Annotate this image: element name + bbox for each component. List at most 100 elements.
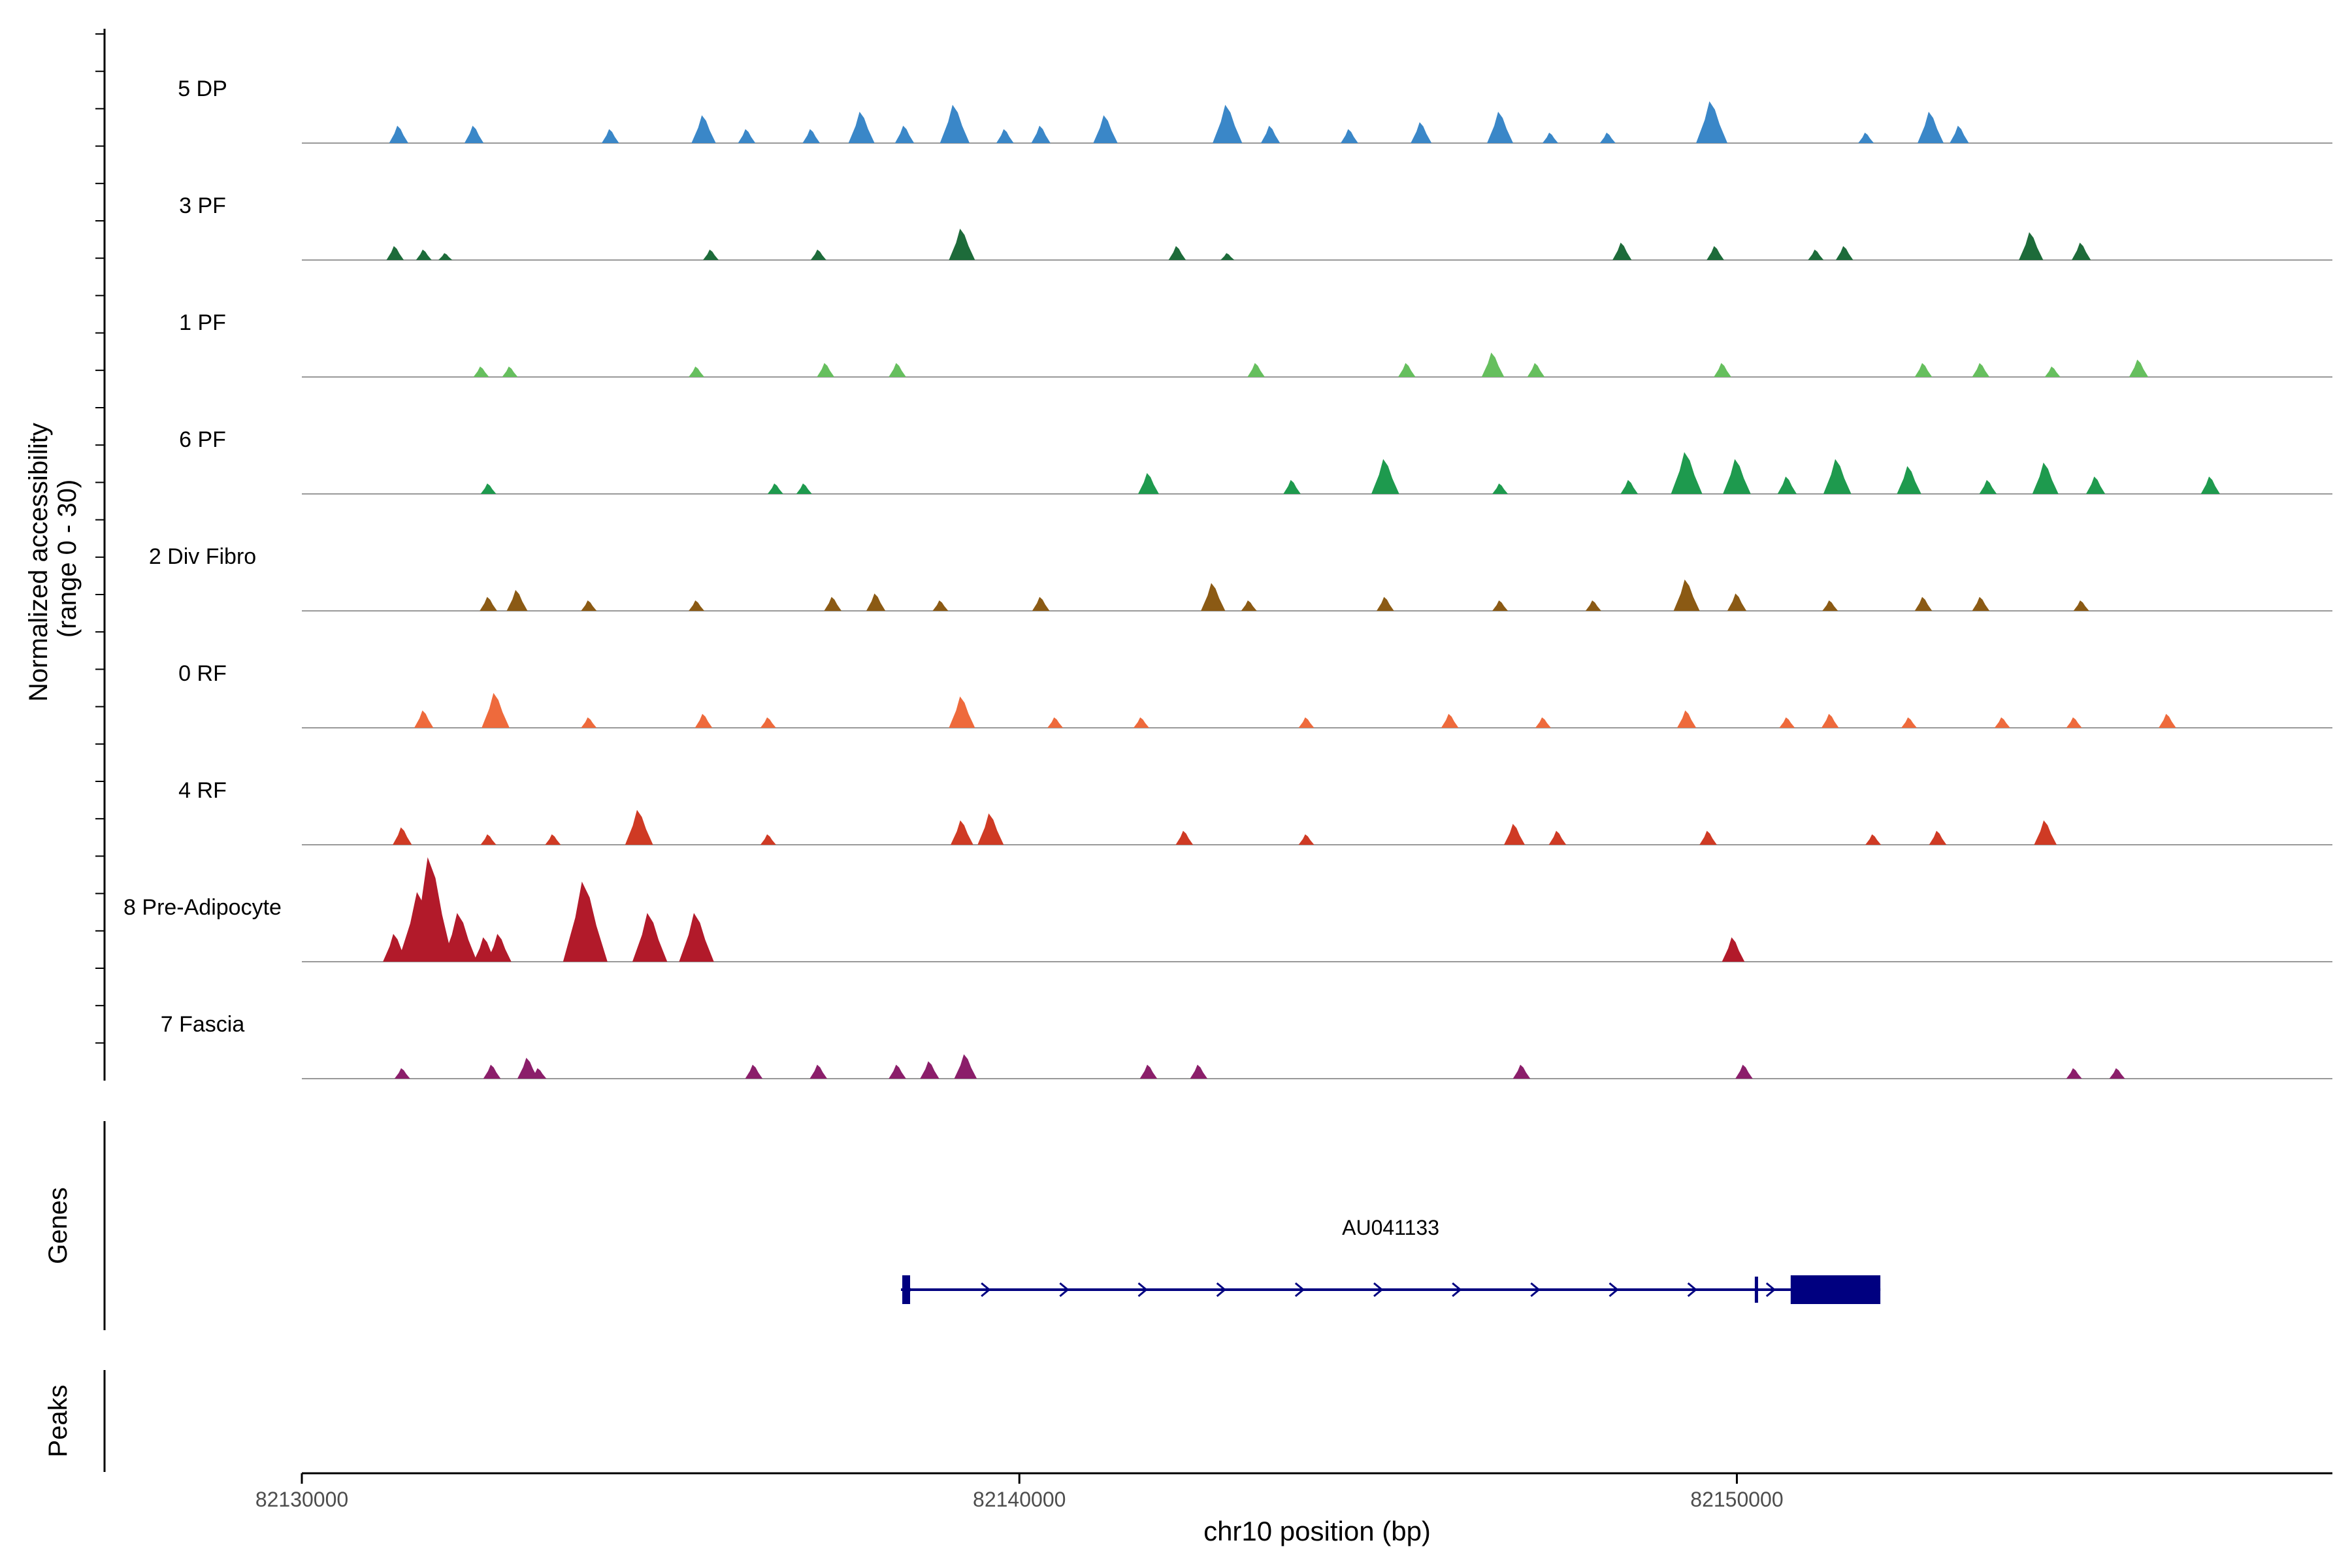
peak <box>809 1064 828 1079</box>
track-label: 7 Fascia <box>161 1012 245 1037</box>
peak <box>1612 242 1632 260</box>
peak <box>1714 363 1731 377</box>
peak <box>1914 363 1933 377</box>
peak <box>1779 717 1795 728</box>
x-axis-title: chr10 position (bp) <box>1203 1516 1431 1546</box>
peak <box>1411 122 1432 143</box>
peak <box>1283 480 1301 494</box>
peak <box>1823 459 1852 494</box>
peak <box>824 596 842 611</box>
peak <box>767 483 783 494</box>
accessibility-tracks: 5 DP 3 PF 1 PF 6 PF 2 Div Fibro 0 RF 4 RF 8 Pre… <box>123 76 2332 1079</box>
track-8: 7 Fascia <box>161 1012 2332 1079</box>
track-label: 4 RF <box>178 778 227 803</box>
peak <box>1371 459 1399 494</box>
peak <box>2129 359 2149 377</box>
peak <box>689 367 705 377</box>
peak <box>1220 253 1235 260</box>
peak <box>408 857 453 962</box>
peak <box>1298 834 1315 845</box>
peak <box>954 1054 977 1079</box>
peak <box>1241 600 1257 611</box>
y-axis-ticks <box>95 33 105 1044</box>
peak <box>1175 830 1194 845</box>
track-label: 6 PF <box>179 427 226 452</box>
peak <box>1548 830 1567 845</box>
peak <box>889 363 906 377</box>
peak <box>1917 112 1944 143</box>
x-tick-label: 82130000 <box>255 1488 348 1511</box>
peak <box>1929 830 1947 845</box>
peak <box>1139 1064 1158 1079</box>
peak <box>866 593 886 611</box>
y-axis-title-line2: (range 0 - 30) <box>53 480 82 638</box>
peak <box>689 600 705 611</box>
peak <box>1376 596 1394 611</box>
peak <box>438 253 453 260</box>
peak <box>894 125 915 143</box>
peak <box>1994 717 2010 728</box>
peak <box>1950 125 1969 143</box>
peak <box>1512 1064 1531 1079</box>
peak <box>702 250 719 260</box>
peak <box>760 834 776 845</box>
peak <box>760 717 776 728</box>
peak <box>932 600 949 611</box>
peak <box>1676 710 1697 728</box>
track-0: 5 DP <box>178 76 2332 144</box>
peak <box>1808 250 1824 260</box>
peak <box>2085 476 2106 494</box>
peak <box>483 1064 501 1079</box>
peak <box>1722 937 1745 962</box>
peak <box>810 250 826 260</box>
strand-arrow <box>1216 1282 1227 1298</box>
peak <box>951 820 973 845</box>
peak <box>1972 363 1990 377</box>
peak <box>2159 713 2176 728</box>
track-5: 0 RF <box>178 661 2332 728</box>
peak <box>563 881 608 962</box>
peak <box>2066 717 2082 728</box>
peak <box>502 367 518 377</box>
track-4: 2 Div Fibro <box>149 544 2332 612</box>
peak <box>632 913 668 962</box>
peak <box>1047 717 1064 728</box>
peak <box>2200 476 2220 494</box>
track-label: 8 Pre-Adipocyte <box>123 895 282 920</box>
peak <box>1031 125 1051 143</box>
peak <box>691 115 716 143</box>
peak <box>889 1064 906 1079</box>
x-tick-label: 82150000 <box>1690 1488 1783 1511</box>
gene-name-label: AU041133 <box>1342 1216 1439 1239</box>
peak <box>506 590 528 611</box>
peak <box>394 1068 410 1079</box>
strand-arrow <box>1059 1282 1070 1298</box>
track-1: 3 PF <box>179 193 2332 261</box>
peak <box>949 696 975 728</box>
peak <box>480 596 497 611</box>
peak <box>745 1064 763 1079</box>
peak <box>464 125 484 143</box>
gene-small-exon <box>1754 1277 1758 1303</box>
peak <box>545 834 561 845</box>
peak <box>848 112 875 143</box>
peak <box>694 713 713 728</box>
peak <box>1620 480 1639 494</box>
peak <box>1190 1064 1208 1079</box>
peak <box>581 600 597 611</box>
y-axis-title-line1: Normalized accessibility <box>24 423 53 702</box>
peak <box>386 246 404 260</box>
peak <box>1723 459 1751 494</box>
peak <box>442 913 478 962</box>
peak <box>1696 101 1728 143</box>
peak <box>487 934 512 962</box>
peak <box>1835 246 1854 260</box>
strand-arrow <box>1530 1282 1541 1298</box>
peak <box>1093 115 1118 143</box>
peak <box>1504 824 1526 845</box>
peaks-panel-label: Peaks <box>44 1384 73 1457</box>
peak <box>1133 717 1149 728</box>
track-7: 8 Pre-Adipocyte <box>123 857 2332 962</box>
